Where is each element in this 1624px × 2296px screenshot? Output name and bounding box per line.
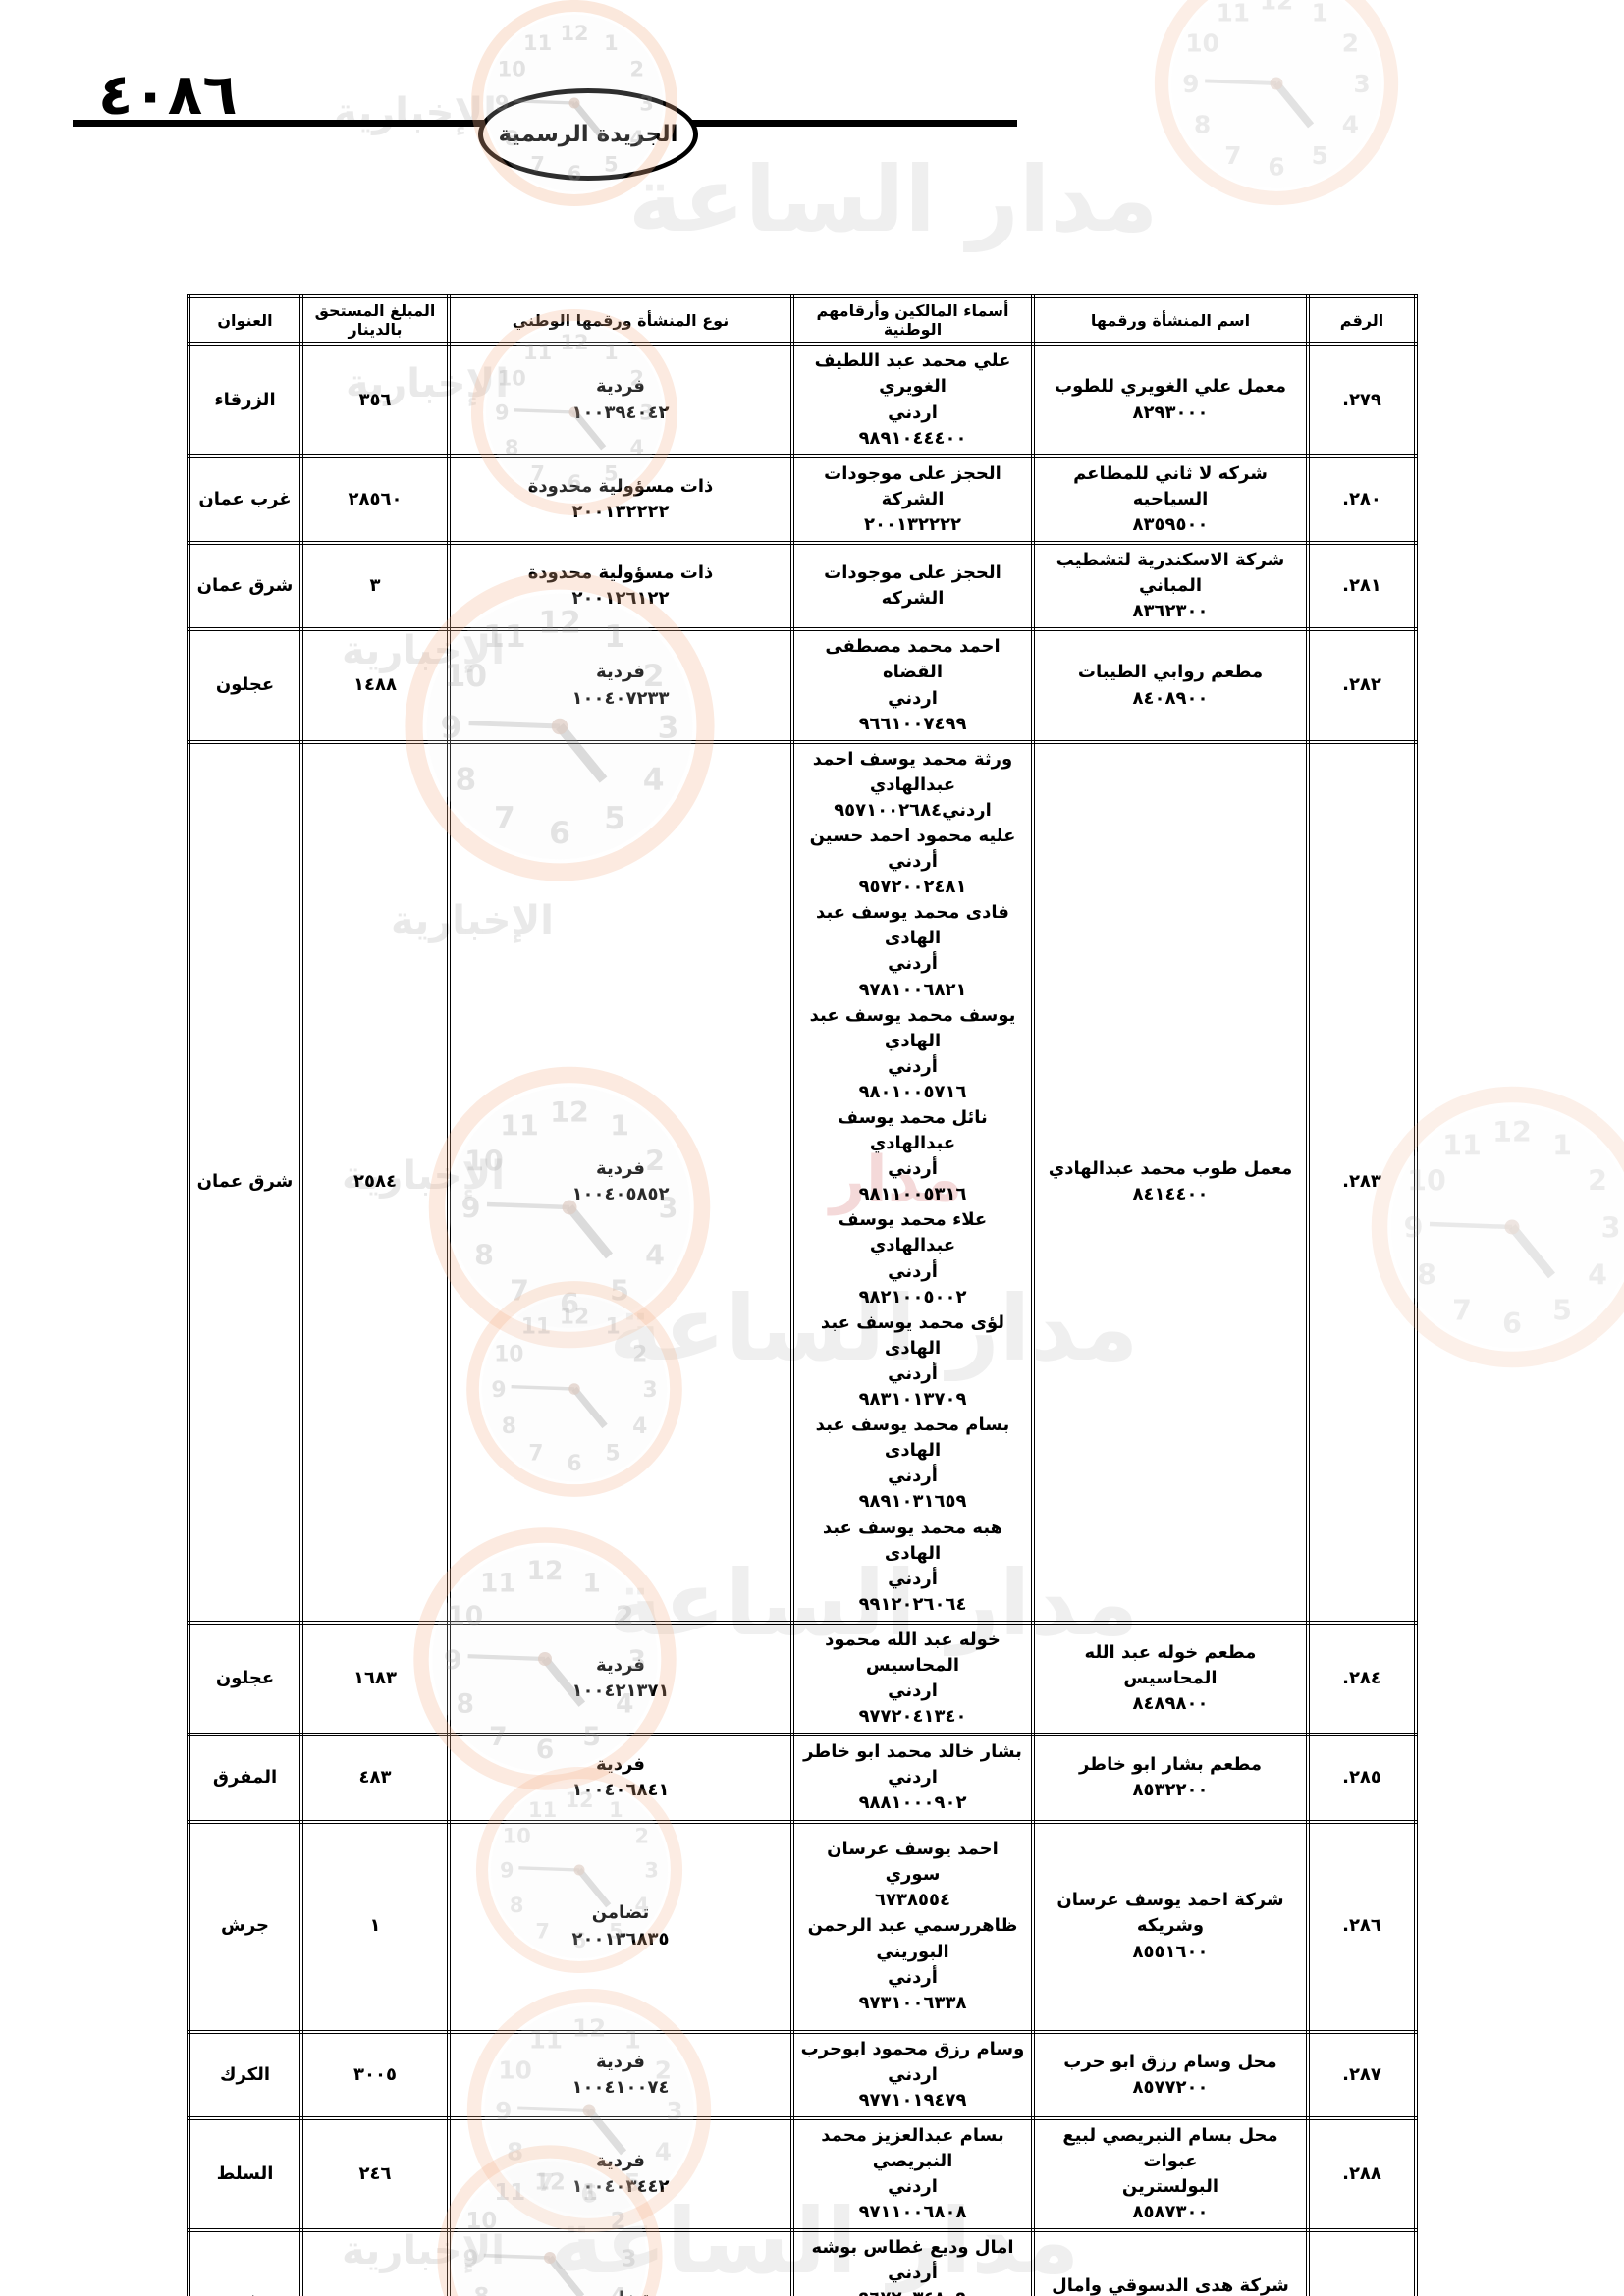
cell-num: ٢٧٩. xyxy=(1306,342,1418,458)
cell-num: ٢٨٢. xyxy=(1306,627,1418,744)
cell-owners: الحجز على موجودات الشركة ٢٠٠١٣٢٢٢٢ xyxy=(790,454,1035,546)
cell-amount: ٣ xyxy=(299,541,451,632)
cell-address: غرب عمان xyxy=(187,454,303,546)
watermark-brand-text: مدار الساعة xyxy=(628,147,1159,252)
table-row: ٢٨٦. شركة احمد يوسف عرسان وشريكه ٨٥٥١٦٠٠… xyxy=(187,1819,1418,2034)
cell-address: شرق عمان xyxy=(187,739,303,1625)
cell-amount: ١٤٨٨ xyxy=(299,627,451,744)
watermark-news-text: الإخبارية xyxy=(334,90,497,135)
cell-name: شركة الاسكندرية لتشطيب المباني ٨٣٦٢٣٠٠ xyxy=(1031,541,1310,632)
header-amount: المبلغ المستحق بالدينار xyxy=(299,294,451,347)
cell-address: عجلون xyxy=(187,1620,303,1737)
cell-name: معمل طوب محمد عبدالهادي ٨٤١٤٤٠٠ xyxy=(1031,739,1310,1625)
cell-name: محل بسام النبريصي لبيع عبوات البولسترين … xyxy=(1031,2115,1310,2233)
cell-owners: الحجز على موجودات الشركه xyxy=(790,541,1035,632)
cell-owners: وسام رزق محمود ابوحرب اردني ٩٧٧١٠١٩٤٧٩ xyxy=(790,2029,1035,2120)
table-row: ٢٨٨. محل بسام النبريصي لبيع عبوات البولس… xyxy=(187,2115,1418,2233)
cell-amount: ٣٠٠٥ xyxy=(299,2029,451,2120)
cell-amount: ٢٤٦ xyxy=(299,2115,451,2233)
cell-address: جنوب عمان xyxy=(187,2228,303,2296)
header-address: العنوان xyxy=(187,294,303,347)
cell-num: ٢٨٣. xyxy=(1306,739,1418,1625)
cell-num: ٢٨١. xyxy=(1306,541,1418,632)
cell-num: ٢٨٧. xyxy=(1306,2029,1418,2120)
cell-type: تضامن ٢٠٠١٣٦٨٣٥ xyxy=(447,1819,794,2034)
table-row: ٢٧٩. معمل علي الغويري للطوب ٨٢٩٣٠٠٠ علي … xyxy=(187,342,1418,458)
cell-name: شركه لا ثاني للمطاعم السياحيه ٨٣٥٩٥٠٠ xyxy=(1031,454,1310,546)
table-row: ٢٨٥. مطعم بشار ابو خاطر ٨٥٣٢٢٠٠ بشار خال… xyxy=(187,1733,1418,1824)
cell-name: شركة هدى الدسوقي وامال بوشه/مفروشات مذهل… xyxy=(1031,2228,1310,2296)
cell-num: ٢٨٩. xyxy=(1306,2228,1418,2296)
table-row: ٢٨٢. مطعم روابي الطيبات ٨٤٠٨٩٠٠ احمد محم… xyxy=(187,627,1418,744)
table-header-row: الرقم اسم المنشأة ورقمها أسماء المالكين … xyxy=(187,294,1418,347)
cell-address: المفرق xyxy=(187,1733,303,1824)
cell-owners: علي محمد عبد اللطيف الغويري اردني ٩٨٩١٠٤… xyxy=(790,342,1035,458)
cell-num: ٢٨٦. xyxy=(1306,1819,1418,2034)
cell-owners: امال وديع غطاس بوشه أردني ٩٦٧٢٠٣٤٨٠٩ هدى… xyxy=(790,2228,1035,2296)
cell-owners: ورثة محمد يوسف احمد عبدالهادي اردني٩٥٧١٠… xyxy=(790,739,1035,1625)
cell-address: الكرك xyxy=(187,2029,303,2120)
header-name: اسم المنشأة ورقمها xyxy=(1031,294,1310,347)
cell-owners: بشار خالد محمد ابو خاطر اردني ٩٨٨١٠٠٠٩٠٢ xyxy=(790,1733,1035,1824)
cell-type: فردية ١٠٠٤٠٦٨٤١ xyxy=(447,1733,794,1824)
table-row: ٢٨٧. محل وسام رزق ابو حرب ٨٥٧٧٢٠٠ وسام ر… xyxy=(187,2029,1418,2120)
cell-owners: احمد يوسف عرسان سوري ٦٧٣٨٥٥٤ ظاهررسمي عب… xyxy=(790,1819,1035,2034)
table-row: ٢٨٠. شركه لا ثاني للمطاعم السياحيه ٨٣٥٩٥… xyxy=(187,454,1418,546)
cell-owners: احمد محمد مصطفى القضاه اردني ٩٦٦١٠٠٧٤٩٩ xyxy=(790,627,1035,744)
cell-name: مطعم بشار ابو خاطر ٨٥٣٢٢٠٠ xyxy=(1031,1733,1310,1824)
cell-num: ٢٨٤. xyxy=(1306,1620,1418,1737)
cell-amount: ٢٥٨٤ xyxy=(299,739,451,1625)
watermark-clock-icon xyxy=(1149,0,1404,211)
cell-address: شرق عمان xyxy=(187,541,303,632)
establishments-table: الرقم اسم المنشأة ورقمها أسماء المالكين … xyxy=(187,294,1418,2296)
cell-amount: ٣٥٦ xyxy=(299,342,451,458)
table-row: ٢٨٩. شركة هدى الدسوقي وامال بوشه/مفروشات… xyxy=(187,2228,1418,2296)
cell-name: مطعم خوله عبد الله المحاسيس ٨٤٨٩٨٠٠ xyxy=(1031,1620,1310,1737)
cell-type: فردية ١٠٠٤٠٥٨٥٢ xyxy=(447,739,794,1625)
cell-type: فردية ١٠٠٤٠٧٢٣٣ xyxy=(447,627,794,744)
table-row: ٢٨١. شركة الاسكندرية لتشطيب المباني ٨٣٦٢… xyxy=(187,541,1418,632)
cell-address: السلط xyxy=(187,2115,303,2233)
cell-name: معمل علي الغويري للطوب ٨٢٩٣٠٠٠ xyxy=(1031,342,1310,458)
cell-name: مطعم روابي الطيبات ٨٤٠٨٩٠٠ xyxy=(1031,627,1310,744)
cell-address: جرش xyxy=(187,1819,303,2034)
cell-owners: خوله عبد الله محمود المحاسيس اردني ٩٧٧٢٠… xyxy=(790,1620,1035,1737)
header-num: الرقم xyxy=(1306,294,1418,347)
cell-address: الزرقاء xyxy=(187,342,303,458)
cell-num: ٢٨٥. xyxy=(1306,1733,1418,1824)
table-row: ٢٨٣. معمل طوب محمد عبدالهادي ٨٤١٤٤٠٠ ورث… xyxy=(187,739,1418,1625)
cell-owners: بسام عبدالعزيز محمد النبريصي اردني ٩٧١١٠… xyxy=(790,2115,1035,2233)
cell-amount: ٢٨٥٦٠ xyxy=(299,454,451,546)
cell-amount: ١٦٨٣ xyxy=(299,1620,451,1737)
cell-address: عجلون xyxy=(187,627,303,744)
cell-num: ٢٨٠. xyxy=(1306,454,1418,546)
cell-type: تضامن ٢٠٠١٠٣١٥٩ xyxy=(447,2228,794,2296)
cell-type: فردية ١٠٠٣٩٤٠٤٢ xyxy=(447,342,794,458)
cell-type: ذات مسؤولية محدودة ٢٠٠١٢٦١٢٢ xyxy=(447,541,794,632)
gazette-title-oval: الجريدة الرسمية xyxy=(478,88,698,181)
cell-type: فردية ١٠٠٤٢١٣٧١ xyxy=(447,1620,794,1737)
header-owners: أسماء المالكين وأرقامهم الوطنية xyxy=(790,294,1035,347)
cell-type: فردية ١٠٠٤٠٣٤٤٢ xyxy=(447,2115,794,2233)
cell-amount: ٨٦٠ xyxy=(299,2228,451,2296)
cell-name: محل وسام رزق ابو حرب ٨٥٧٧٢٠٠ xyxy=(1031,2029,1310,2120)
table-row: ٢٨٤. مطعم خوله عبد الله المحاسيس ٨٤٨٩٨٠٠… xyxy=(187,1620,1418,1737)
cell-num: ٢٨٨. xyxy=(1306,2115,1418,2233)
cell-type: ذات مسؤولية محدودة ٢٠٠١٣٢٢٢٢ xyxy=(447,454,794,546)
header-type: نوع المنشأة ورقمها الوطني xyxy=(447,294,794,347)
page-number: ٤٠٨٦ xyxy=(98,61,238,128)
cell-amount: ١ xyxy=(299,1819,451,2034)
cell-type: فردية ١٠٠٤١٠٠٧٤ xyxy=(447,2029,794,2120)
cell-amount: ٤٨٣ xyxy=(299,1733,451,1824)
cell-name: شركة احمد يوسف عرسان وشريكه ٨٥٥١٦٠٠ xyxy=(1031,1819,1310,2034)
gazette-title: الجريدة الرسمية xyxy=(498,122,678,147)
